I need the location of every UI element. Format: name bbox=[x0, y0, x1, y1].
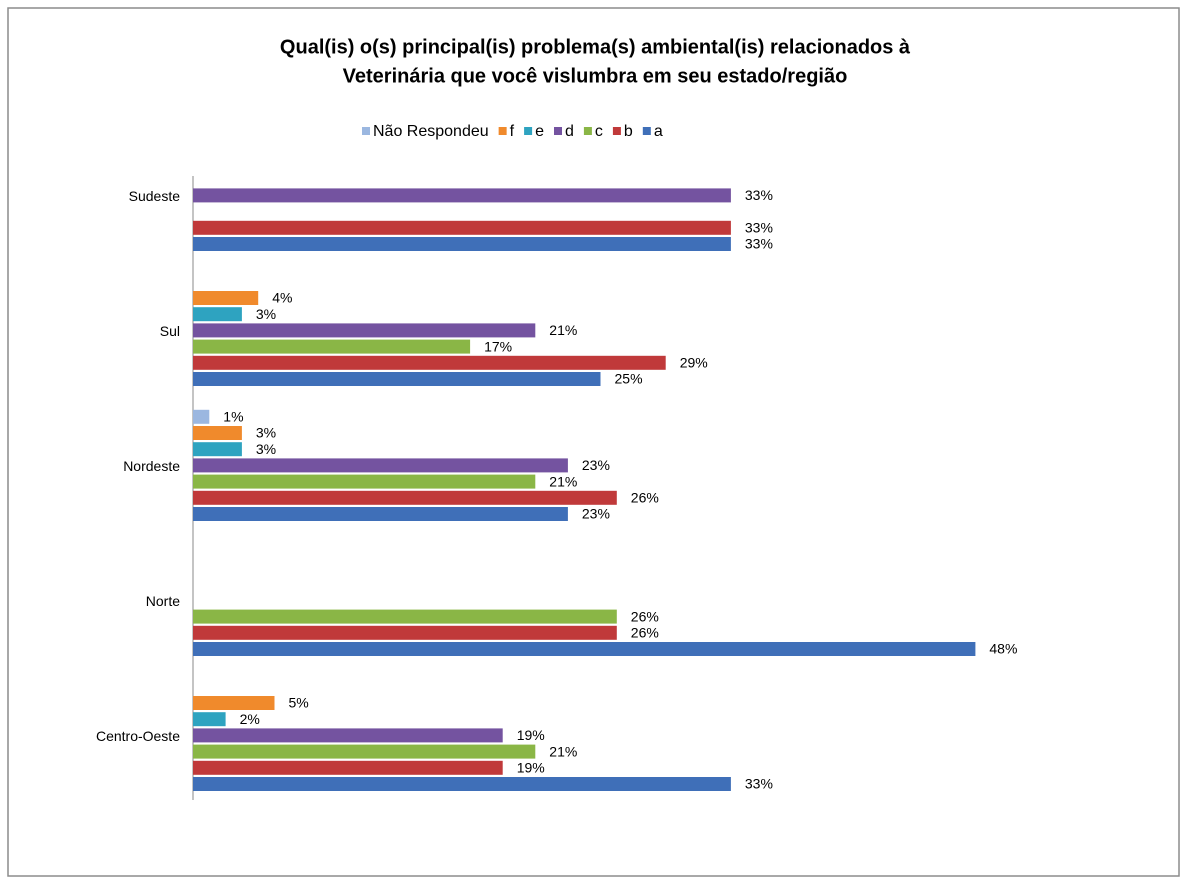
bar bbox=[193, 474, 536, 489]
legend-label: f bbox=[510, 123, 515, 140]
legend-swatch bbox=[583, 127, 592, 135]
y-tick-label: Nordeste bbox=[123, 458, 180, 474]
chart-frame bbox=[7, 7, 1180, 877]
bar bbox=[193, 609, 617, 624]
data-label: 21% bbox=[549, 322, 577, 338]
legend-label: e bbox=[535, 123, 544, 140]
bar bbox=[193, 442, 242, 457]
bar bbox=[193, 409, 210, 424]
data-label: 3% bbox=[256, 425, 276, 441]
bar bbox=[193, 728, 503, 743]
legend-swatch bbox=[554, 127, 562, 135]
bar bbox=[193, 220, 731, 235]
bar bbox=[193, 291, 259, 305]
legend-label: Não Respondeu bbox=[373, 123, 489, 140]
bar bbox=[193, 355, 666, 370]
legend-swatch bbox=[642, 127, 651, 135]
legend-label: d bbox=[565, 123, 574, 140]
bar bbox=[193, 777, 731, 791]
data-label: 33% bbox=[745, 220, 773, 236]
data-label: 23% bbox=[582, 506, 610, 522]
bar bbox=[193, 323, 536, 338]
bar bbox=[193, 490, 617, 505]
legend-swatch bbox=[498, 127, 507, 135]
data-label: 26% bbox=[631, 608, 659, 624]
y-tick-label: Centro-Oeste bbox=[96, 728, 180, 744]
data-label: 29% bbox=[680, 355, 708, 371]
data-label: 25% bbox=[615, 371, 643, 387]
data-label: 48% bbox=[989, 641, 1017, 657]
bar bbox=[193, 642, 976, 656]
data-label: 26% bbox=[631, 490, 659, 506]
y-tick-label: Sudeste bbox=[129, 188, 181, 204]
bar bbox=[193, 507, 568, 521]
data-label: 33% bbox=[745, 236, 773, 252]
bar bbox=[193, 237, 731, 251]
legend-label: c bbox=[595, 123, 603, 140]
data-label: 3% bbox=[256, 306, 276, 322]
bar bbox=[193, 307, 242, 322]
bar bbox=[193, 458, 568, 473]
data-label: 19% bbox=[517, 727, 545, 743]
legend-swatch bbox=[612, 127, 621, 135]
chart-title: Qual(is) o(s) principal(is) problema(s) … bbox=[280, 36, 911, 58]
legend-label: b bbox=[624, 123, 633, 140]
data-label: 33% bbox=[745, 776, 773, 792]
y-tick-label: Norte bbox=[146, 593, 180, 609]
legend-label: a bbox=[654, 123, 663, 140]
bar bbox=[193, 712, 226, 727]
data-label: 19% bbox=[517, 760, 545, 776]
data-label: 17% bbox=[484, 338, 512, 354]
data-label: 2% bbox=[240, 711, 260, 727]
y-tick-label: Sul bbox=[160, 323, 180, 339]
data-label: 1% bbox=[223, 409, 243, 425]
bar bbox=[193, 760, 503, 775]
bar bbox=[193, 426, 242, 440]
legend-swatch bbox=[524, 127, 533, 135]
data-label: 23% bbox=[582, 457, 610, 473]
bar bbox=[193, 339, 471, 354]
bar bbox=[193, 625, 617, 640]
bar bbox=[193, 188, 731, 203]
data-label: 4% bbox=[272, 290, 292, 306]
data-label: 26% bbox=[631, 625, 659, 641]
bar bbox=[193, 696, 275, 710]
data-label: 33% bbox=[745, 187, 773, 203]
data-label: 21% bbox=[549, 743, 577, 759]
bar bbox=[193, 372, 601, 386]
data-label: 3% bbox=[256, 441, 276, 457]
chart-title: Veterinária que você vislumbra em seu es… bbox=[343, 65, 848, 87]
data-label: 5% bbox=[289, 695, 309, 711]
data-label: 21% bbox=[549, 473, 577, 489]
legend-swatch bbox=[362, 127, 370, 135]
bar bbox=[193, 744, 536, 759]
